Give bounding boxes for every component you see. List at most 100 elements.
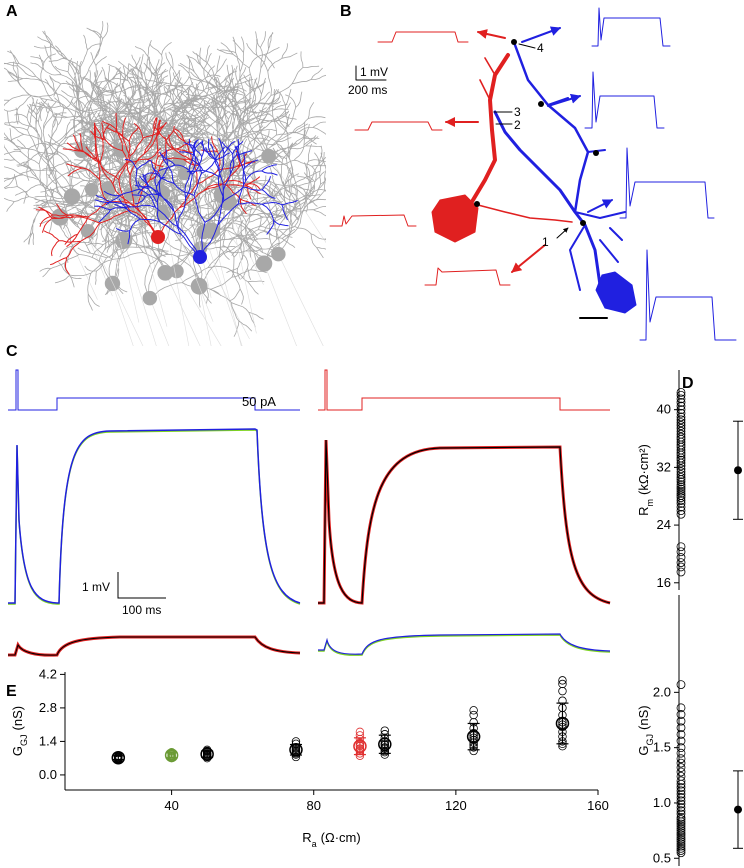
data-point (676, 484, 686, 494)
voltage-trace (318, 633, 611, 655)
data-point (469, 706, 478, 715)
dendrite-tree (35, 112, 261, 275)
mean-point (111, 750, 126, 765)
data-point (676, 736, 686, 746)
y-tick-label: 32 (657, 459, 671, 474)
voltage-trace (8, 635, 301, 657)
data-point (676, 486, 686, 496)
axon (268, 155, 326, 244)
data-point (676, 405, 686, 415)
y-tick-label: 0.5 (653, 850, 671, 865)
x-tick-label: 40 (164, 798, 178, 813)
blue-trace (639, 249, 737, 341)
axis-label: Rm (kΩ·cm²) (636, 444, 655, 516)
red-dendrite (468, 53, 510, 207)
axon (203, 231, 243, 346)
data-point (676, 772, 686, 781)
data-point (676, 837, 686, 847)
data-point (676, 426, 686, 436)
recording-site (580, 220, 586, 226)
axon (107, 188, 140, 323)
blue-trace (591, 7, 671, 47)
soma (124, 187, 138, 202)
axis-label-subscript: m (645, 499, 655, 507)
y-tick-label: 4.2 (39, 666, 57, 681)
soma (193, 250, 207, 264)
mean-point (555, 716, 570, 731)
dendrite-tree (166, 31, 326, 168)
axon (81, 150, 121, 232)
site-label: 1 (542, 235, 549, 249)
data-point (676, 835, 686, 844)
axon (59, 216, 98, 300)
data-point (676, 558, 686, 567)
scale-bar (355, 65, 387, 81)
arrow (477, 29, 506, 39)
blue-trace (619, 147, 715, 219)
data-point (676, 398, 686, 407)
soma (157, 264, 174, 281)
data-point (676, 789, 686, 799)
axon (71, 196, 113, 297)
data-point (676, 542, 686, 552)
scale-bar (117, 572, 166, 599)
dendrite-tree (154, 78, 326, 203)
data-point (676, 480, 686, 490)
red-soma (431, 194, 479, 243)
axon (263, 263, 297, 346)
blue-dendrite (547, 97, 626, 291)
scale-label: 1 mV (82, 580, 110, 594)
axon (112, 283, 134, 346)
data-point (676, 680, 686, 689)
y-tick-label: 0.0 (39, 767, 57, 782)
y-tick-label: 2.8 (39, 700, 57, 715)
axis-label-unit: (kΩ·cm²) (636, 444, 651, 495)
red-trace (424, 267, 511, 286)
fit-trace (8, 636, 301, 656)
axis-label-symbol: R (636, 506, 651, 515)
red-dendrite (477, 57, 573, 223)
axis-label: GGJ (nS) (636, 705, 655, 755)
data-point (558, 676, 567, 685)
panel-label: C (6, 343, 18, 360)
axon (123, 240, 157, 346)
data-point (676, 743, 686, 753)
data-point (676, 567, 686, 577)
data-point (676, 477, 686, 487)
data-point (676, 473, 686, 482)
mean-point (200, 747, 214, 761)
site-label: 3 (514, 105, 521, 119)
y-tick-label: 40 (657, 402, 671, 417)
data-point (676, 830, 686, 840)
blue-dendrite (493, 110, 602, 287)
data-point (676, 475, 686, 485)
data-point (676, 828, 686, 838)
data-point (676, 716, 686, 726)
data-point (676, 496, 686, 505)
data-point (114, 753, 123, 762)
axon (227, 201, 257, 334)
fit-trace (8, 429, 301, 605)
current-trace (8, 369, 300, 411)
data-point (676, 819, 686, 829)
arrow (521, 26, 561, 43)
data-point (676, 562, 686, 572)
data-point (676, 748, 686, 758)
data-point (355, 727, 365, 737)
mean-point (466, 729, 481, 744)
data-point (676, 502, 686, 512)
morphology-panel (4, 21, 326, 346)
arrow (547, 93, 581, 107)
data-point (676, 793, 686, 802)
data-point (676, 841, 686, 851)
axis-label-unit: (nS) (636, 705, 651, 730)
data-point (558, 679, 567, 689)
data-point (676, 729, 686, 739)
mean-point (164, 748, 179, 763)
axon (211, 230, 242, 346)
y-tick-label: 16 (657, 575, 671, 590)
axon (163, 212, 190, 346)
mean-point (734, 805, 742, 814)
axis-label-symbol: G (636, 745, 651, 755)
mean-point (289, 743, 303, 757)
